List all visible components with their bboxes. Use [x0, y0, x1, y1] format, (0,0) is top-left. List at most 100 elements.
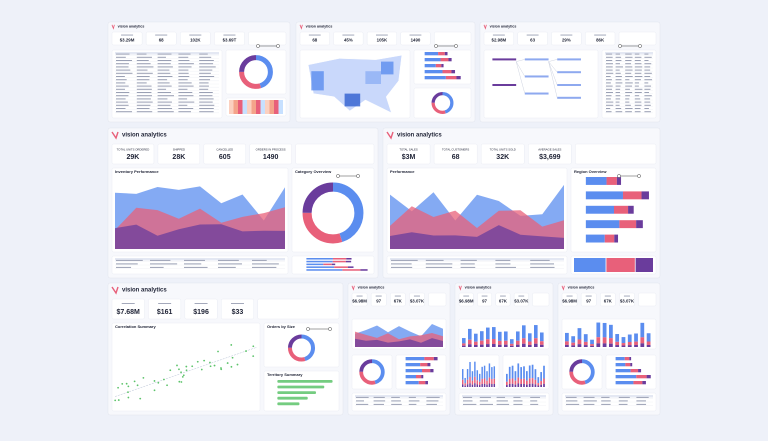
kpi-card [111, 31, 143, 46]
bar [498, 331, 502, 341]
filter-card [618, 31, 657, 46]
bar [474, 383, 476, 387]
tree-link [515, 61, 525, 77]
table-cell [644, 72, 652, 74]
table-cell [199, 85, 209, 87]
hbar [585, 220, 620, 229]
kpi-label-placeholder [585, 295, 592, 297]
scatter-point [181, 375, 184, 378]
bar [523, 378, 525, 384]
table-cell [625, 72, 632, 74]
hbar [630, 369, 639, 373]
bar [534, 343, 538, 347]
bar [462, 345, 466, 347]
bar [486, 327, 490, 340]
slider-handle [434, 44, 438, 48]
hbar [440, 58, 449, 62]
kpi-value: $196 [193, 309, 209, 316]
bar [491, 384, 493, 387]
donut-segment [302, 182, 364, 244]
table-cell [634, 76, 643, 77]
table-cell [136, 98, 151, 100]
table-cell [391, 259, 418, 261]
table-cell [116, 98, 126, 100]
bar [481, 366, 483, 379]
kpi-value: 67K [499, 299, 508, 304]
table-cell [391, 403, 402, 405]
table-cell [391, 400, 401, 402]
bar [474, 376, 476, 384]
bar [510, 339, 514, 344]
table-cell [157, 69, 170, 71]
hbar [604, 234, 615, 243]
bar [506, 381, 508, 386]
table-cell [116, 82, 126, 84]
kpi-card [386, 143, 431, 165]
panel-title: Correlation Summary [115, 324, 156, 329]
table-cell [566, 403, 580, 405]
table-cell [150, 266, 164, 268]
table-cell [408, 396, 416, 398]
scatter-point [121, 382, 124, 385]
table-cell [116, 111, 133, 113]
kpi-card [585, 31, 616, 46]
donut-segment [359, 359, 385, 385]
table-header [565, 395, 653, 398]
table-cell [625, 85, 633, 87]
table-cell [634, 98, 641, 100]
table-cell [644, 95, 652, 97]
kpi-value: 97 [586, 299, 591, 304]
panel [263, 322, 340, 368]
heat-cell [256, 100, 261, 114]
bar [492, 339, 496, 345]
kpi-value: 102K [190, 38, 201, 43]
bar [491, 379, 493, 385]
table-cell [530, 266, 555, 268]
table-cell [644, 92, 649, 93]
kpi-value: 86K [596, 38, 605, 43]
bar [646, 333, 651, 342]
hbar [306, 260, 333, 263]
table-cell [606, 111, 612, 113]
hbar [306, 258, 333, 260]
bar [464, 377, 466, 384]
hbar [433, 357, 438, 361]
table-cell [178, 111, 191, 113]
table-cell [644, 76, 651, 77]
bar [534, 325, 538, 339]
kpi-label-placeholder [481, 295, 488, 297]
table-cell [634, 95, 640, 97]
table-cell [530, 396, 540, 398]
tree-node [524, 75, 549, 78]
heat-cell [238, 100, 243, 114]
bar [615, 341, 620, 346]
panel [351, 354, 393, 390]
table-cell [136, 85, 152, 87]
table-cell [606, 56, 613, 58]
table-cell [218, 259, 239, 261]
table-cell [136, 76, 150, 77]
table-cell [136, 88, 152, 90]
tree-node [557, 96, 581, 99]
table-cell [634, 63, 642, 65]
table-header [390, 258, 564, 261]
hbar [624, 357, 630, 361]
kpi-card [249, 143, 292, 165]
hbar [616, 177, 622, 185]
table-cell [606, 63, 613, 65]
hbar [438, 52, 445, 56]
tree-node [557, 84, 581, 86]
bar [540, 341, 544, 345]
table-cell [157, 79, 168, 81]
bar [462, 338, 466, 344]
dashboard: vision analytics $6.98M 97 67K $3.07K [557, 282, 661, 416]
table-cell [625, 98, 630, 100]
table-cell [625, 101, 630, 103]
panel-title: Orders by Size [267, 324, 296, 329]
panel-title: Inventory Performance [115, 169, 159, 174]
hbar [405, 369, 423, 373]
bar [577, 344, 582, 347]
filter-card [257, 298, 340, 320]
scatter-point [203, 359, 206, 362]
bar [471, 384, 474, 387]
